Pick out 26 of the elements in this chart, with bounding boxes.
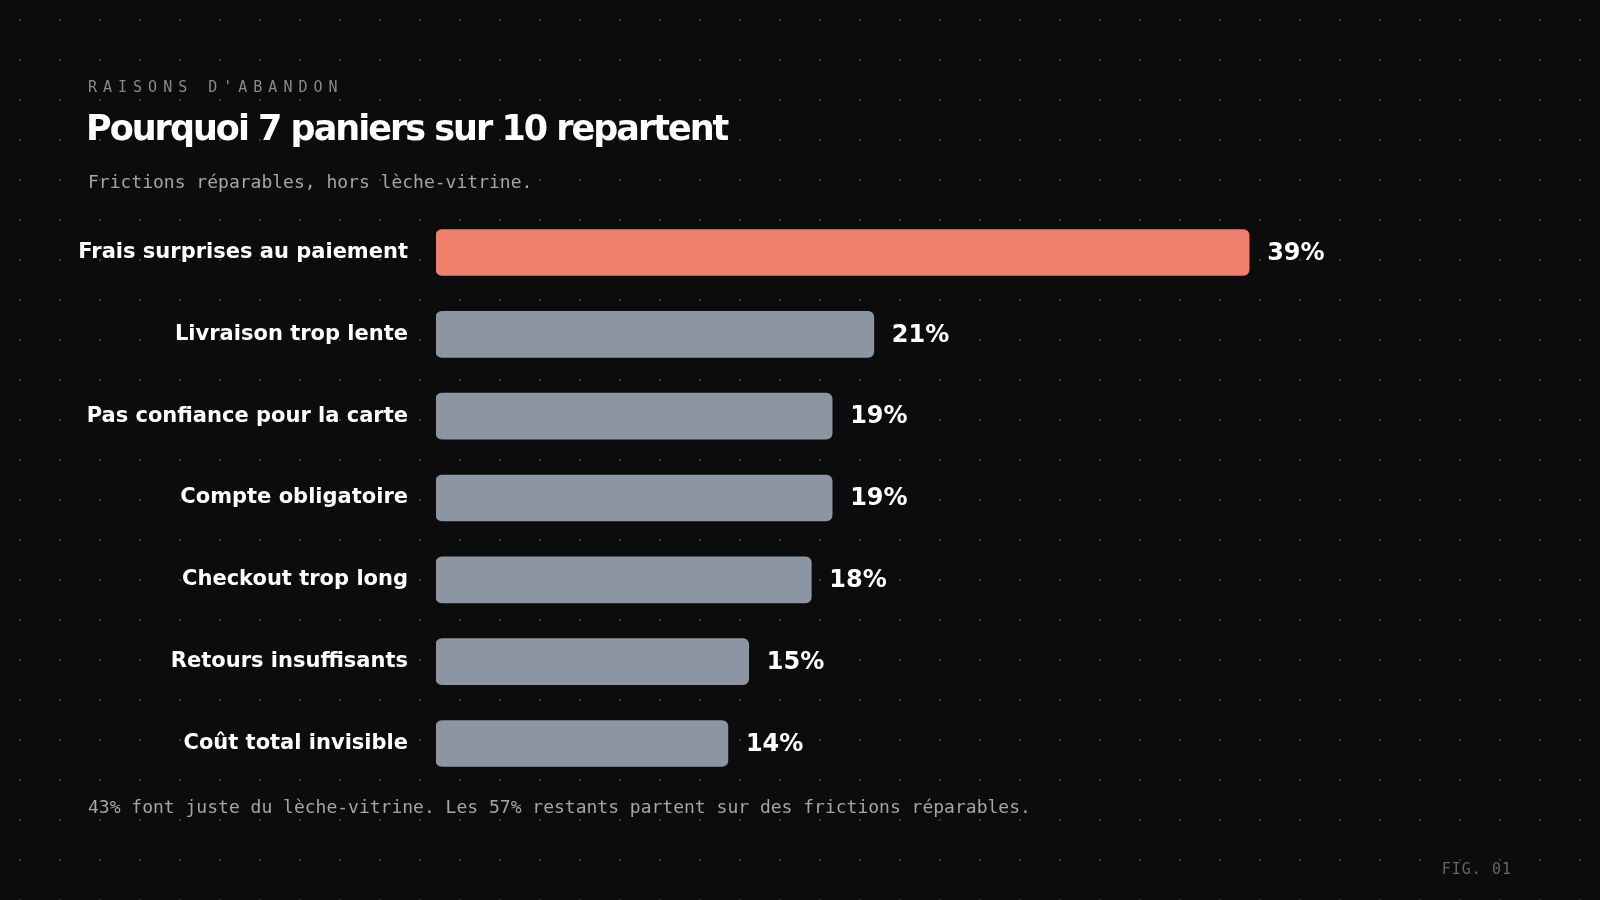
- data-label: 19%: [850, 401, 908, 430]
- data-label: 21%: [891, 319, 950, 348]
- caption: FIG. 01: [1441, 860, 1512, 878]
- bar: [436, 638, 750, 685]
- text: RAISONS D'ABANDON: [88, 78, 344, 96]
- y-tick-label: Coût total invisible: [183, 729, 408, 754]
- y-tick-label: Livraison trop lente: [174, 320, 408, 345]
- bar: [436, 229, 1250, 276]
- y-tick-label: Pas confiance pour la carte: [86, 402, 408, 427]
- bar: [436, 311, 875, 358]
- y-tick-label: Checkout trop long: [182, 566, 408, 591]
- bar: [436, 556, 812, 604]
- y-tick-label: Retours insuffisants: [170, 648, 408, 673]
- chart-subtitle: Frictions réparables, hors lèche-vitrine.: [88, 171, 533, 192]
- data-label: 18%: [829, 565, 887, 594]
- text: 43% font juste du lèche-vitrine. Les 57% restants partent sur des frictions réparables.: [88, 796, 1031, 817]
- y-tick-label: Compte obligatoire: [180, 484, 408, 509]
- data-label: 19%: [850, 483, 908, 512]
- chart-title: Pourquoi 7 paniers sur 10 repartent: [86, 108, 728, 148]
- data-label: 15%: [766, 646, 825, 675]
- bar: [436, 392, 833, 440]
- bar: [436, 720, 729, 767]
- data-label: 14%: [745, 728, 804, 757]
- data-label: 39%: [1267, 237, 1325, 266]
- bar: [436, 474, 833, 522]
- y-tick-label: Frais surprises au paiement: [78, 238, 408, 263]
